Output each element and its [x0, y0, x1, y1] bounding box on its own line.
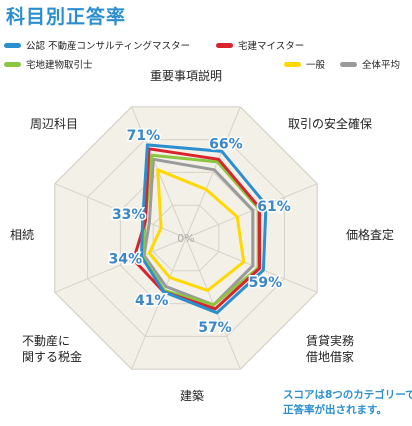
note-line: 正答率が出されます。 [283, 404, 387, 416]
grid-spoke [54, 183, 187, 239]
grid-spoke [185, 106, 241, 239]
score-label: 71% [127, 128, 161, 144]
axis-label: 建築 [180, 388, 204, 403]
score-label: 61% [257, 199, 291, 215]
axis-label: 相続 [10, 228, 34, 242]
legend-label: 公認 不動産コンサルティングマスター [26, 41, 190, 52]
legend-item-takken-meister: 宅建マイスター [216, 38, 304, 52]
legend-swatch [4, 61, 21, 67]
legend-label: 宅建マイスター [238, 41, 305, 52]
legend-swatch [216, 42, 233, 48]
legend-label: 一般 [306, 60, 326, 71]
legend-swatch [4, 42, 21, 48]
legend-item-consulting-master: 公認 不動産コンサルティングマスター [4, 38, 190, 52]
legend-item-average: 全体平均 [340, 57, 400, 71]
axis-label: 周辺科目 [30, 117, 78, 131]
legend-swatch [340, 61, 357, 67]
axis-label: 取引の安全確保 [288, 116, 372, 131]
legend-label: 宅地建物取引士 [26, 60, 93, 71]
legend-item-takken-shi: 宅地建物取引士 [4, 57, 93, 71]
chart-note: スコアは8つのカテゴリーで 正答率が出されます。 [283, 388, 412, 418]
axis-label: 重要事項説明 [150, 68, 222, 83]
axis-label: 借地借家 [306, 349, 354, 364]
score-label: 66% [209, 136, 243, 152]
legend-swatch [284, 61, 301, 67]
series-line [147, 168, 246, 292]
score-label: 59% [249, 275, 283, 291]
legend-label: 全体平均 [362, 60, 401, 71]
note-line: スコアは8つのカテゴリーで [283, 389, 412, 401]
axis-label: 賃貸実務 [306, 333, 354, 348]
center-label: 0% [177, 232, 194, 245]
score-label: 34% [109, 251, 143, 267]
chart-title: 科目別正答率 [6, 6, 127, 28]
axis-label: 価格査定 [346, 227, 394, 242]
score-label: 41% [135, 293, 169, 309]
legend-item-general: 一般 [284, 57, 325, 71]
legend: 公認 不動産コンサルティングマスター 宅建マイスター 宅地建物取引士 一般 全体… [0, 36, 412, 72]
score-label: 57% [198, 320, 232, 336]
series-line [139, 143, 268, 315]
grid-spoke [131, 237, 187, 370]
axis-label: 関する税金 [22, 349, 82, 364]
series-line [141, 153, 260, 307]
grid-spoke [54, 237, 187, 293]
score-label: 33% [112, 207, 146, 223]
axis-label: 不動産に [22, 333, 70, 348]
